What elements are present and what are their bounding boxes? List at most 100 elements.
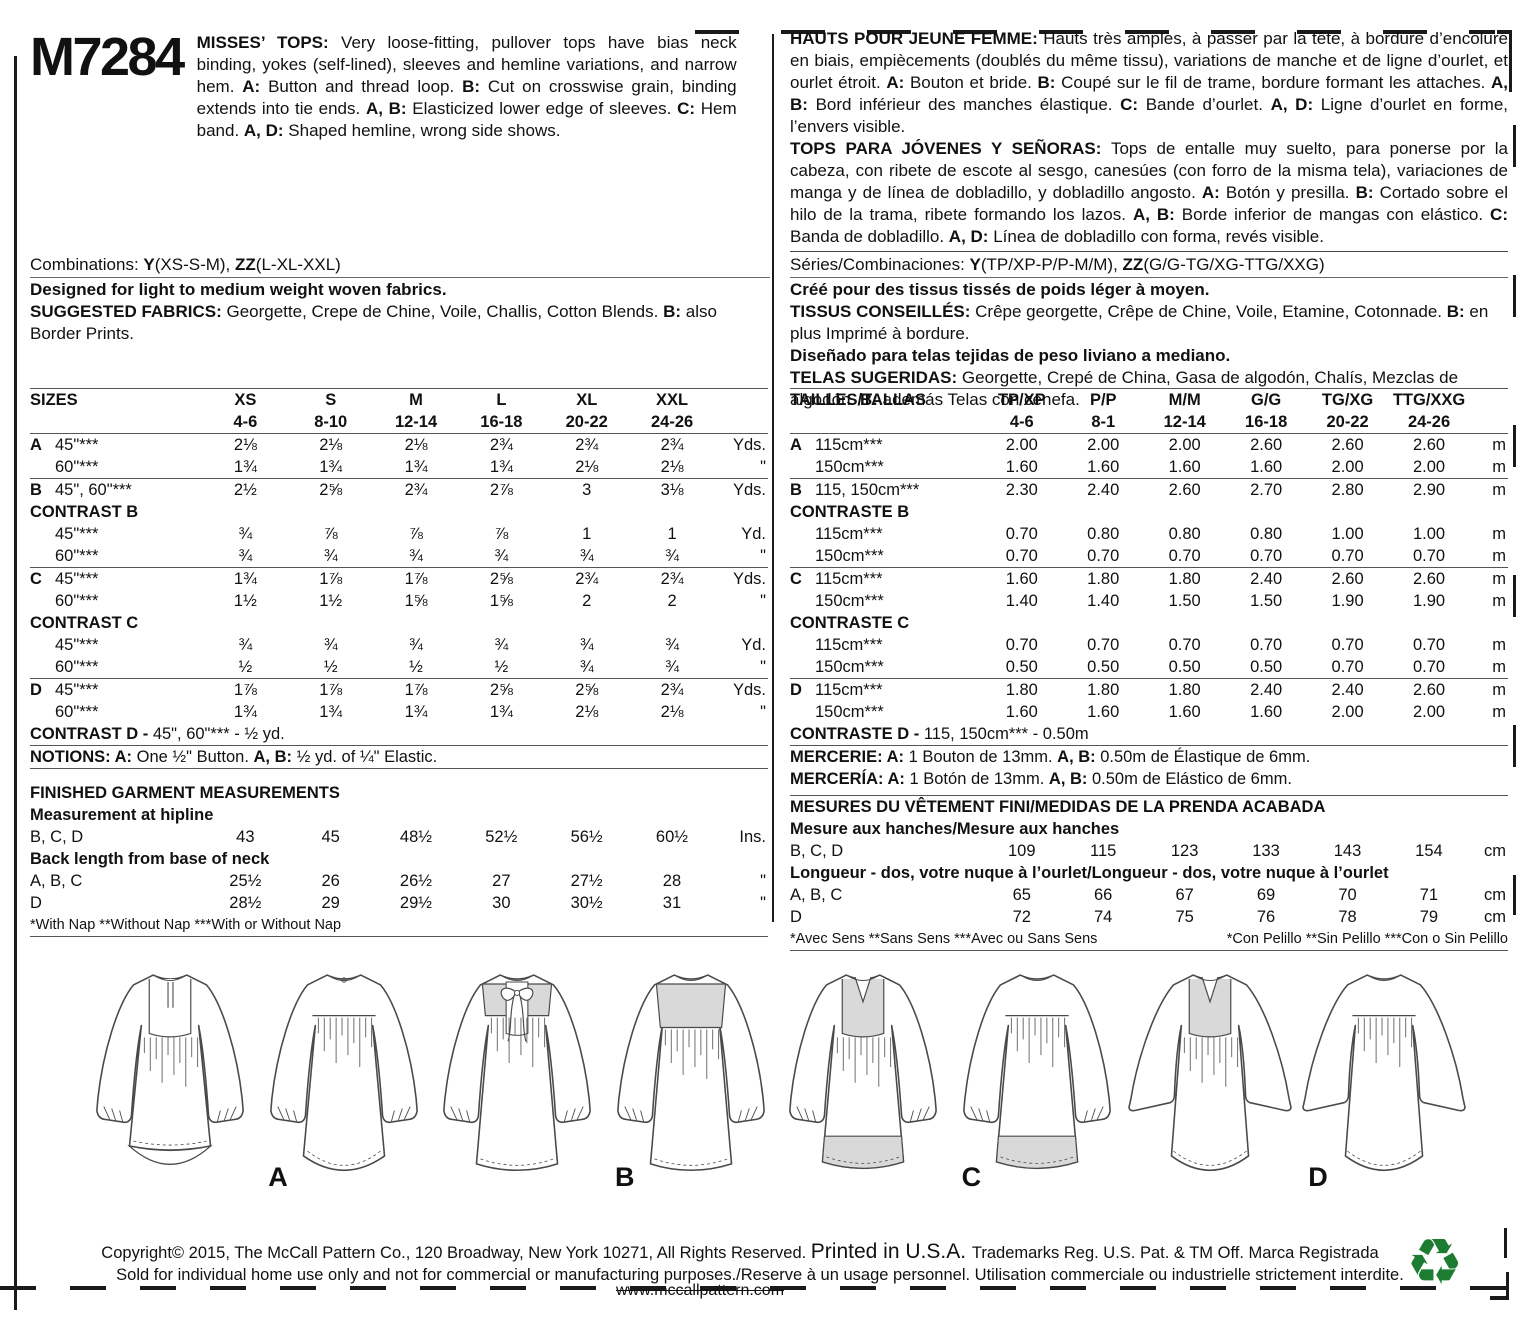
table-row: 150cm*** 1.60 1.60 1.60 1.60 2.00 2.00 m [815,702,1506,721]
combinations-line: Combinations: Y(XS-S-M), ZZ(L-XL-XXL) [30,254,770,278]
table-section-row: *With Nap **Without Nap ***With or Witho… [30,914,768,937]
description-english: MISSES’ TOPS: Very loose-fitting, pullov… [196,33,737,140]
left-border-line [14,56,17,1310]
table-section-row: CONTRASTE D - 115, 150cm*** - 0.50m [790,723,1508,746]
bottom-right-tick-mark [1504,1228,1507,1258]
table-section-row: MERCERÍA: A: 1 Botón de 13mm. A, B: 0.50… [790,769,1292,788]
garment-d-front-illustration [1126,942,1294,1197]
designed-for-line: Designed for light to medium weight wove… [30,280,447,299]
garment-view-label-a: A [268,1162,288,1192]
header-left: M7284 MISSES’ TOPS: Very loose-fitting, … [30,27,772,142]
garment-b-back-illustration [607,942,775,1197]
table-section-row: CONTRASTE B [790,502,910,521]
table-section-row: CONTRAST D - 45", 60"*** - ½ yd. [30,723,768,746]
metric-table: TAILLES/TALLAS TP/XP P/P M/M G/G TG/XG TTG/XXG… [790,388,1508,790]
garment-view-label-c: C [961,1162,982,1192]
table-row: A, B, C 65 66 67 69 70 71 cm [790,885,1506,904]
usage-restriction-line: Sold for individual home use only and no… [116,1266,1404,1284]
table-section-row: MERCERIE: A: 1 Bouton de 13mm. A, B: 0.5… [790,747,1311,766]
table-section-row: CONTRAST C [30,613,139,632]
finished-measurements-table: FINISHED GARMENT MEASUREMENTS Measurement… [30,782,768,937]
yardage-section: SIZES XS S M L XL XXL 4-6 8-10 12-14 16-18 20-22 24-… [30,388,768,937]
suggested-fabrics-line: SUGGESTED FABRICS: Georgette, Crepe de C… [30,302,717,343]
garment-view-pair-b: B [433,942,775,1197]
description-spanish: TOPS PARA JÓVENES Y SEÑORAS: Tops de ent… [790,139,1508,246]
table-row: A, B, C 25½ 26 26½ 27 27½ 28 " [30,871,766,890]
table-row: 60"*** ½ ½ ½ ½ ¾ ¾ " [30,656,768,679]
bottom-right-corner-mark [1490,1272,1509,1300]
table-row: 115cm*** 0.70 0.80 0.80 0.80 1.00 1.00 m [815,524,1506,543]
table-section-row: Back length from base of neck [30,849,270,868]
yardage-table: SIZES XS S M L XL XXL 4-6 8-10 12-14 16-18 20-22 24-… [30,388,768,769]
table-section-row: NOTIONS: A: One ½" Button. A, B: ½ yd. o… [30,745,768,769]
metric-section: TAILLES/TALLAS TP/XP P/P M/M G/G TG/XG TTG/XXG… [790,388,1508,951]
table-row: 60"*** 1½ 1½ 1⅝ 1⅝ 2 2 " [55,591,766,610]
table-row: 150cm*** 0.50 0.50 0.50 0.50 0.70 0.70 m [790,656,1508,679]
table-row: D 115cm*** 1.80 1.80 1.80 2.40 2.40 2.60 m [790,680,1506,699]
disenado-line: Diseñado para telas tejidas de peso livi… [790,346,1231,365]
pattern-number: M7284 [30,27,185,87]
garment-view-label-b: B [614,1162,635,1192]
table-row: 45"*** ¾ ⅞ ⅞ ⅞ 1 1 Yd. [55,524,766,543]
table-row: B 115, 150cm*** 2.30 2.40 2.60 2.70 2.80 2.90 m [790,480,1506,499]
top-dashed-cut-line [695,30,1495,34]
copyright-line: Copyright© 2015, The McCall Pattern Co.,… [101,1240,1379,1263]
header-right: HAUTS POUR JEUNE FEMME: Hauts très ample… [790,28,1508,248]
table-row: C 115cm*** 1.60 1.80 1.80 2.40 2.60 2.60 m [790,569,1506,588]
description-french: HAUTS POUR JEUNE FEMME: Hauts très ample… [790,29,1509,136]
table-row: 45"*** ¾ ¾ ¾ ¾ ¾ ¾ Yd. [55,635,766,654]
garment-a-back-illustration [260,942,428,1197]
garment-view-pair-a: A [86,942,428,1197]
table-row: B, C, D 109 115 123 133 143 154 cm [790,841,1506,860]
combinations-block: Combinations: Y(XS-S-M), ZZ(L-XL-XXL) De… [30,254,770,345]
cree-pour-line: Créé pour des tissus tissés de poids lég… [790,280,1210,299]
table-row: 115cm*** 0.70 0.70 0.70 0.70 0.70 0.70 m [815,635,1506,654]
table-row: C 45"*** 1¾ 1⅞ 1⅞ 2⅝ 2¾ 2¾ Yds. [30,569,766,588]
right-edge-tick-marks [1513,125,1516,915]
metric-measurements-table: MESURES DU VÊTEMENT FINI/MEDIDAS DE LA P… [790,795,1508,951]
table-row: A 45"*** 2⅛ 2⅛ 2⅛ 2¾ 2¾ 2¾ Yds. [30,435,766,454]
garment-a-front-illustration [86,942,254,1197]
table-section-row: FINISHED GARMENT MEASUREMENTS [30,783,340,802]
table-row: D 28½ 29 29½ 30 30½ 31 " [30,893,766,912]
garment-view-pair-d: D [1126,942,1468,1197]
table-section-row: CONTRAST B [30,502,139,521]
garment-view-label-d: D [1308,1162,1328,1192]
table-section-row: Longueur - dos, votre nuque à l’ourlet/L… [790,863,1389,882]
garment-illustrations: A B C D [86,942,1468,1197]
table-row: 150cm*** 1.40 1.40 1.50 1.50 1.90 1.90 m [815,591,1506,610]
table-row: D 45"*** 1⅞ 1⅞ 1⅞ 2⅝ 2⅝ 2¾ Yds. [30,680,766,699]
column-divider-line [772,34,774,922]
table-row: 150cm*** 0.70 0.70 0.70 0.70 0.70 0.70 m [790,545,1508,568]
table-row: B 45", 60"*** 2½ 2⅝ 2¾ 2⅞ 3 3⅛ Yds. [30,480,766,499]
table-header-row: TAILLES/TALLAS TP/XP P/P M/M G/G TG/XG TTG/XXG [790,388,1508,411]
table-section-row: MESURES DU VÊTEMENT FINI/MEDIDAS DE LA P… [790,795,1508,818]
table-header-row: 4-6 8-10 12-14 16-18 20-22 24-26 [30,411,768,434]
table-section-row: *Avec Sens **Sans Sens ***Avec ou Sans S… [790,928,1508,951]
garment-c-back-illustration [953,942,1121,1197]
table-row: B, C, D 43 45 48½ 52½ 56½ 60½ Ins. [30,827,766,846]
table-section-row: CONTRASTE C [790,613,910,632]
garment-c-front-illustration [779,942,947,1197]
garment-b-back-tie-illustration [433,942,601,1197]
table-row: 60"*** ¾ ¾ ¾ ¾ ¾ ¾ " [30,545,768,568]
top-right-corner-mark [1497,30,1512,92]
table-header-row: 4-6 8-1 12-14 16-18 20-22 24-26 [790,411,1508,434]
table-section-row: Measurement at hipline [30,805,214,824]
series-block: Séries/Combinaciones: Y(TP/XP-P/P-M/M), … [790,251,1508,411]
garment-d-back-illustration [1300,942,1468,1197]
table-section-row: Mesure aux hanches/Mesure aux hanches [790,819,1120,838]
table-row: 60"*** 1¾ 1¾ 1¾ 1¾ 2⅛ 2⅛ " [55,702,766,721]
tissus-conseilles-line: TISSUS CONSEILLÉS: Crêpe georgette, Crêp… [790,302,1489,343]
table-row: 60"*** 1¾ 1¾ 1¾ 1¾ 2⅛ 2⅛ " [30,456,768,479]
bottom-dashed-cut-line [0,1286,1531,1290]
recycle-icon: ♻ [1406,1226,1464,1298]
table-row: 150cm*** 1.60 1.60 1.60 1.60 2.00 2.00 m [790,456,1508,479]
table-row: A 115cm*** 2.00 2.00 2.00 2.60 2.60 2.60 m [790,435,1506,454]
table-row: D 72 74 75 76 78 79 cm [790,907,1506,926]
table-header-row: SIZES XS S M L XL XXL [30,388,768,411]
series-line: Séries/Combinaciones: Y(TP/XP-P/P-M/M), … [790,254,1508,278]
website-url: www.mccallpattern.com [615,1282,785,1299]
garment-view-pair-c: C [779,942,1121,1197]
